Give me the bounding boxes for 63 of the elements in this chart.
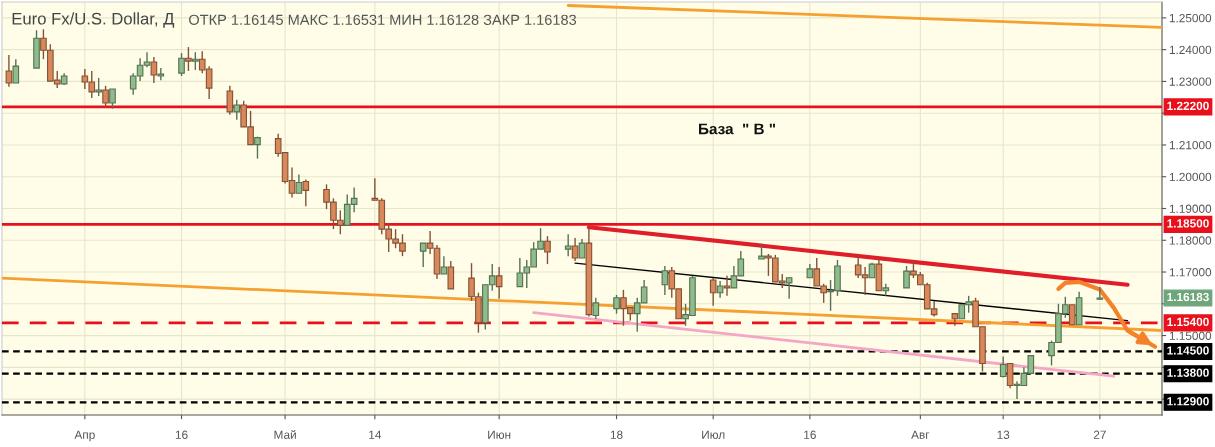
ref-line-label: 1.13800: [1167, 368, 1209, 377]
candlestick: [157, 67, 165, 81]
annotation: База " В ": [699, 123, 776, 135]
candlestick: [903, 265, 910, 289]
candlestick: [295, 173, 303, 194]
ref-line-label: 1.12900: [1167, 397, 1209, 406]
candlestick: [613, 294, 620, 315]
y-tick-label: 1.20000: [1169, 172, 1212, 182]
text: 1.16183: [1167, 292, 1209, 302]
x-tick-label: 18: [610, 430, 623, 439]
candlestick: [302, 178, 310, 207]
x-tick-label: Авг: [911, 430, 930, 439]
candlestick: [709, 277, 717, 307]
candlestick: [578, 238, 586, 259]
x-tick-label: 27: [1093, 430, 1106, 439]
candlestick: [419, 242, 427, 268]
candlestick: [564, 233, 572, 257]
x-tick-label: 13: [997, 430, 1010, 439]
candlestick: [495, 266, 503, 300]
candlestick: [226, 85, 234, 116]
ref-line-label: 1.22200: [1167, 101, 1209, 111]
candlestick: [12, 58, 20, 84]
candlestick: [999, 355, 1007, 379]
y-tick-label: 1.25000: [1169, 13, 1212, 23]
candlestick: [185, 46, 192, 72]
y-tick-label: 1.24000: [1169, 45, 1212, 55]
candlestick: [882, 283, 890, 297]
x-tick-label: Июн: [488, 430, 511, 439]
candlestick: [178, 52, 185, 77]
x-tick-label: 16: [804, 430, 816, 439]
candlestick: [233, 99, 241, 121]
candlestick: [1006, 362, 1014, 390]
y-tick-label: 1.23000: [1169, 77, 1212, 86]
text: ОТКР 1.16145 МАКС 1.16531 МИН 1.16128 ЗАКР 1.16183: [189, 14, 577, 25]
text: Euro Fx/U.S. Dollar, Д: [12, 12, 175, 28]
candlestick: [150, 56, 158, 84]
y-tick-label: 1.15000: [1169, 331, 1212, 340]
x-tick-label: Май: [274, 430, 296, 439]
candlestick: [661, 265, 669, 296]
candlestick: [102, 85, 109, 109]
candlestick: [95, 77, 102, 97]
candlestick: [1068, 304, 1076, 326]
x-tick-label: 14: [369, 430, 382, 439]
candlestick: [571, 237, 579, 262]
ref-line-label: 1.18500: [1167, 219, 1209, 228]
candlestick: [5, 54, 13, 88]
ref-line-label: 1.14500: [1167, 346, 1209, 355]
candlestick: [109, 88, 116, 110]
line-series: [1056, 279, 1158, 349]
y-tick-label: 1.17000: [1169, 268, 1212, 277]
y-tick-label: 1.19000: [1169, 204, 1212, 213]
candlestick: [592, 297, 600, 320]
x-tick-label: Апр: [74, 430, 95, 442]
candlestick: [544, 235, 551, 265]
x-tick-label: 16: [175, 430, 188, 439]
y-tick-label: 1.18000: [1169, 236, 1212, 245]
candlestick: [1096, 286, 1104, 301]
y-tick-label: 1.21000: [1169, 141, 1212, 150]
candlestick: [723, 275, 731, 297]
x-tick-label: Июл: [702, 430, 725, 439]
ref-line-label: 1.15400: [1167, 317, 1209, 327]
candlestick: [785, 277, 793, 300]
candlestick: [447, 260, 455, 290]
